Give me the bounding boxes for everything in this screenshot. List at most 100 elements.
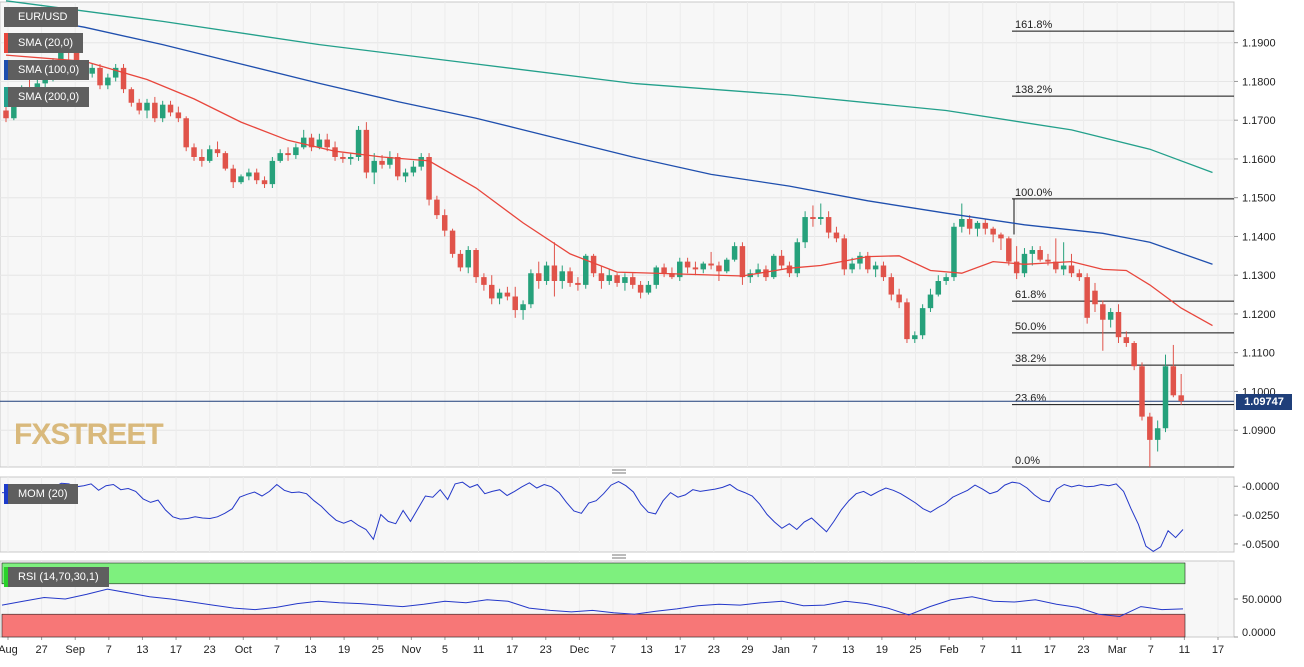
candle-body <box>551 265 558 281</box>
legend-mom-label: MOM (20) <box>18 488 68 500</box>
candle-body <box>481 277 487 285</box>
candle-body <box>990 228 996 235</box>
time-tick-label: 7 <box>980 644 986 656</box>
price-tick-label: 1.1900 <box>1242 38 1276 50</box>
time-tick-label: 27 <box>35 644 47 656</box>
time-tick-label: 25 <box>372 644 384 656</box>
time-tick-label: 13 <box>640 644 652 656</box>
time-tick-label: 19 <box>876 644 888 656</box>
candle-body <box>1029 250 1036 254</box>
candle-body <box>786 265 793 274</box>
fxstreet-watermark: FXSTREET <box>14 418 164 452</box>
legend-symbol[interactable]: EUR/USD <box>4 7 78 27</box>
fibonacci-level-label: 161.8% <box>1015 19 1053 31</box>
candle-body <box>1178 395 1184 402</box>
mom-tick-label: -0.0000 <box>1242 481 1279 493</box>
candle-body <box>606 275 612 281</box>
candle-body <box>755 269 761 274</box>
mom-tick-label: -0.0250 <box>1242 510 1279 522</box>
time-tick-label: Jan <box>772 644 790 656</box>
candle-body <box>1084 277 1090 318</box>
legend-sma200[interactable]: SMA (200,0) <box>4 87 90 107</box>
price-tick-label: 1.1800 <box>1242 76 1276 88</box>
candle-body <box>959 219 965 227</box>
legend-sma20[interactable]: SMA (20,0) <box>4 33 84 53</box>
candle-body <box>316 139 323 148</box>
candle-body <box>998 234 1004 239</box>
candle-body <box>825 217 832 233</box>
price-tick-label: 1.1100 <box>1242 348 1275 360</box>
legend-sma100[interactable]: SMA (100,0) <box>4 60 90 80</box>
candle-body <box>269 160 276 185</box>
candle-body <box>724 259 730 272</box>
candle-body <box>1170 366 1177 396</box>
candle-body <box>818 217 824 219</box>
candle-body <box>559 271 565 281</box>
legend-rsi[interactable]: RSI (14,70,30,1) <box>4 567 109 587</box>
candle-body <box>661 267 667 274</box>
candle-body <box>214 149 221 154</box>
time-tick-label: 7 <box>610 644 616 656</box>
candle-body <box>880 265 887 278</box>
candle-body <box>708 263 714 266</box>
time-tick-label: 13 <box>136 644 148 656</box>
candle-body <box>175 112 182 119</box>
candle-body <box>371 160 377 173</box>
candle-body <box>637 284 644 293</box>
candle-body <box>1021 253 1028 274</box>
candle-body <box>1154 428 1161 440</box>
candle-body <box>857 255 863 264</box>
time-tick-label: 7 <box>274 644 280 656</box>
legend-mom[interactable]: MOM (20) <box>4 484 78 504</box>
candle-body <box>340 157 346 159</box>
candle-body <box>943 277 949 281</box>
candle-body <box>449 230 456 254</box>
candle-body <box>97 67 103 86</box>
fibonacci-level-label: 50.0% <box>1015 321 1046 333</box>
time-tick-label: Mar <box>1108 644 1127 656</box>
candle-body <box>645 284 652 293</box>
time-tick-label: Oct <box>235 644 252 656</box>
time-tick-label: 7 <box>812 644 818 656</box>
candle-body <box>692 267 699 270</box>
time-tick-label: 17 <box>674 644 686 656</box>
candle-body <box>300 137 307 148</box>
time-tick-label: 23 <box>708 644 720 656</box>
candle-body <box>285 153 291 156</box>
candle-body <box>763 269 769 278</box>
candle-body <box>1115 312 1122 338</box>
price-tick-label: 1.1600 <box>1242 154 1276 166</box>
candle-body <box>402 172 409 177</box>
rsi-line <box>1 588 1184 618</box>
legend-sma20-label: SMA (20,0) <box>18 37 74 49</box>
price-tick-label: 1.1500 <box>1242 193 1276 205</box>
candle-body <box>89 67 95 74</box>
time-tick-label: 19 <box>338 644 350 656</box>
candle-body <box>105 77 111 86</box>
mom-panel-bg <box>0 476 1235 553</box>
candle-body <box>622 277 628 283</box>
candle-body <box>520 304 526 311</box>
time-tick-label: 5 <box>442 644 448 656</box>
candle-body <box>206 149 213 161</box>
candle-body <box>919 308 926 336</box>
sma100-line <box>5 12 1213 265</box>
sma20-line <box>5 54 1213 327</box>
time-tick-label: Aug <box>0 644 18 656</box>
candle-body <box>1107 312 1114 320</box>
candle-body <box>152 102 158 119</box>
candle-body <box>42 77 48 84</box>
candle-body <box>598 273 605 281</box>
candle-body <box>1162 366 1169 429</box>
candle-body <box>982 222 989 229</box>
rsi-tick-label: 0.0000 <box>1242 627 1276 639</box>
price-tick-label: 1.1400 <box>1242 231 1276 243</box>
candle-body <box>700 263 707 270</box>
candle-body <box>191 147 197 157</box>
candle-body <box>387 157 393 165</box>
candle-body <box>277 153 283 161</box>
time-tick-label: 29 <box>741 644 753 656</box>
legend-sma100-label: SMA (100,0) <box>18 64 80 76</box>
candle-body <box>1006 238 1012 262</box>
